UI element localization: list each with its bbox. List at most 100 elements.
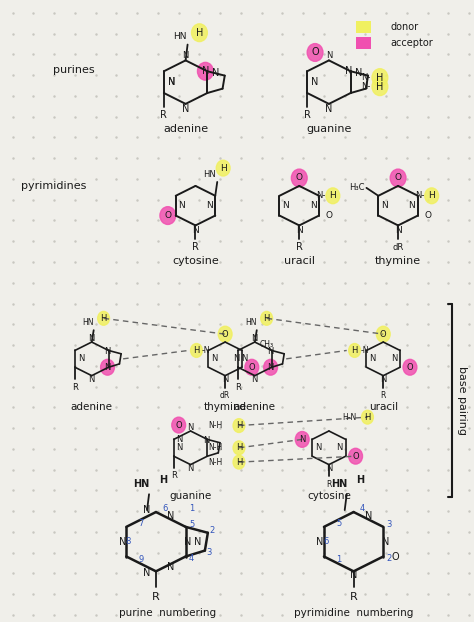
Text: N: N	[168, 77, 175, 87]
Text: N: N	[211, 68, 219, 78]
Text: 1: 1	[336, 555, 341, 564]
Text: N: N	[104, 347, 111, 356]
Text: N: N	[315, 443, 321, 452]
Text: N: N	[369, 355, 375, 363]
Text: O: O	[392, 552, 399, 562]
Text: 7: 7	[138, 519, 144, 529]
Text: N: N	[176, 443, 183, 452]
Ellipse shape	[376, 326, 390, 342]
Text: H: H	[100, 314, 107, 323]
Text: N: N	[143, 569, 151, 578]
Text: N: N	[167, 511, 174, 521]
Ellipse shape	[326, 188, 340, 203]
Text: N: N	[326, 51, 332, 60]
Text: N: N	[202, 67, 209, 77]
Text: H: H	[236, 443, 242, 452]
Text: N: N	[167, 562, 174, 572]
Text: N: N	[310, 201, 317, 210]
Text: H: H	[376, 73, 383, 83]
Text: N: N	[78, 355, 84, 363]
Text: R: R	[192, 242, 199, 252]
Text: O: O	[380, 330, 387, 338]
Text: N: N	[184, 537, 191, 547]
Ellipse shape	[198, 62, 213, 80]
Text: R: R	[72, 383, 78, 391]
Text: N: N	[118, 537, 126, 547]
Text: H: H	[376, 81, 383, 91]
Text: N-H: N-H	[208, 443, 222, 452]
Text: 2: 2	[209, 526, 214, 536]
Text: R: R	[326, 480, 332, 489]
Text: uracil: uracil	[369, 402, 398, 412]
Ellipse shape	[233, 419, 245, 432]
Text: N: N	[187, 422, 194, 432]
Text: N: N	[143, 505, 151, 515]
Ellipse shape	[362, 411, 374, 424]
Text: dR: dR	[392, 243, 404, 252]
Text: N: N	[233, 355, 239, 363]
Ellipse shape	[349, 343, 361, 358]
Text: N-: N-	[361, 82, 371, 91]
Text: acceptor: acceptor	[390, 37, 433, 48]
Text: 2: 2	[387, 554, 392, 563]
Text: N: N	[192, 226, 199, 235]
Text: R: R	[235, 383, 241, 391]
Text: R: R	[152, 592, 160, 602]
Text: base pairing: base pairing	[457, 366, 467, 435]
Text: N: N	[282, 201, 289, 210]
Text: cytosine: cytosine	[307, 491, 351, 501]
Text: 5: 5	[336, 519, 341, 529]
Text: 1: 1	[189, 504, 194, 513]
Text: HN: HN	[133, 480, 149, 490]
Ellipse shape	[216, 160, 230, 176]
Ellipse shape	[307, 44, 323, 62]
Text: thymine: thymine	[375, 256, 421, 266]
Text: R: R	[171, 471, 177, 480]
Text: 6: 6	[323, 537, 328, 546]
Text: N: N	[182, 51, 189, 60]
Text: N: N	[311, 77, 319, 87]
Text: O: O	[248, 363, 255, 372]
Text: O: O	[222, 330, 228, 338]
Text: N: N	[178, 201, 185, 210]
Text: N: N	[241, 355, 247, 363]
Text: 4: 4	[360, 504, 365, 513]
Ellipse shape	[264, 360, 277, 375]
Text: H: H	[236, 458, 242, 466]
Text: N-H: N-H	[208, 458, 222, 466]
Text: guanine: guanine	[169, 491, 212, 501]
Text: R: R	[381, 391, 386, 400]
Text: N: N	[252, 375, 258, 384]
Ellipse shape	[261, 312, 273, 325]
Text: N: N	[326, 464, 332, 473]
Text: N: N	[345, 67, 352, 77]
Text: N: N	[395, 226, 401, 235]
Text: N: N	[187, 464, 194, 473]
Text: H: H	[196, 28, 203, 38]
Text: 5: 5	[189, 521, 194, 529]
Text: R: R	[350, 592, 357, 602]
Ellipse shape	[372, 78, 388, 96]
Text: N: N	[267, 363, 274, 372]
Text: N: N	[296, 226, 302, 235]
Text: H: H	[220, 164, 227, 173]
Text: N: N	[325, 104, 333, 114]
Text: H: H	[264, 314, 270, 323]
Text: 6: 6	[162, 504, 167, 513]
Text: -N: -N	[202, 346, 210, 355]
Ellipse shape	[245, 360, 259, 375]
Text: N: N	[222, 375, 228, 384]
Ellipse shape	[233, 441, 245, 455]
Text: uracil: uracil	[284, 256, 315, 266]
Text: N: N	[89, 333, 95, 343]
Ellipse shape	[403, 360, 417, 375]
Text: N-: N-	[316, 192, 326, 200]
Text: R: R	[296, 242, 303, 252]
Text: N: N	[409, 201, 415, 210]
Text: CH₃: CH₃	[260, 340, 274, 348]
Text: HN: HN	[245, 318, 256, 327]
Text: N: N	[337, 443, 343, 452]
Text: HN: HN	[331, 480, 347, 490]
Text: 8: 8	[126, 537, 131, 546]
Text: H: H	[428, 192, 435, 200]
